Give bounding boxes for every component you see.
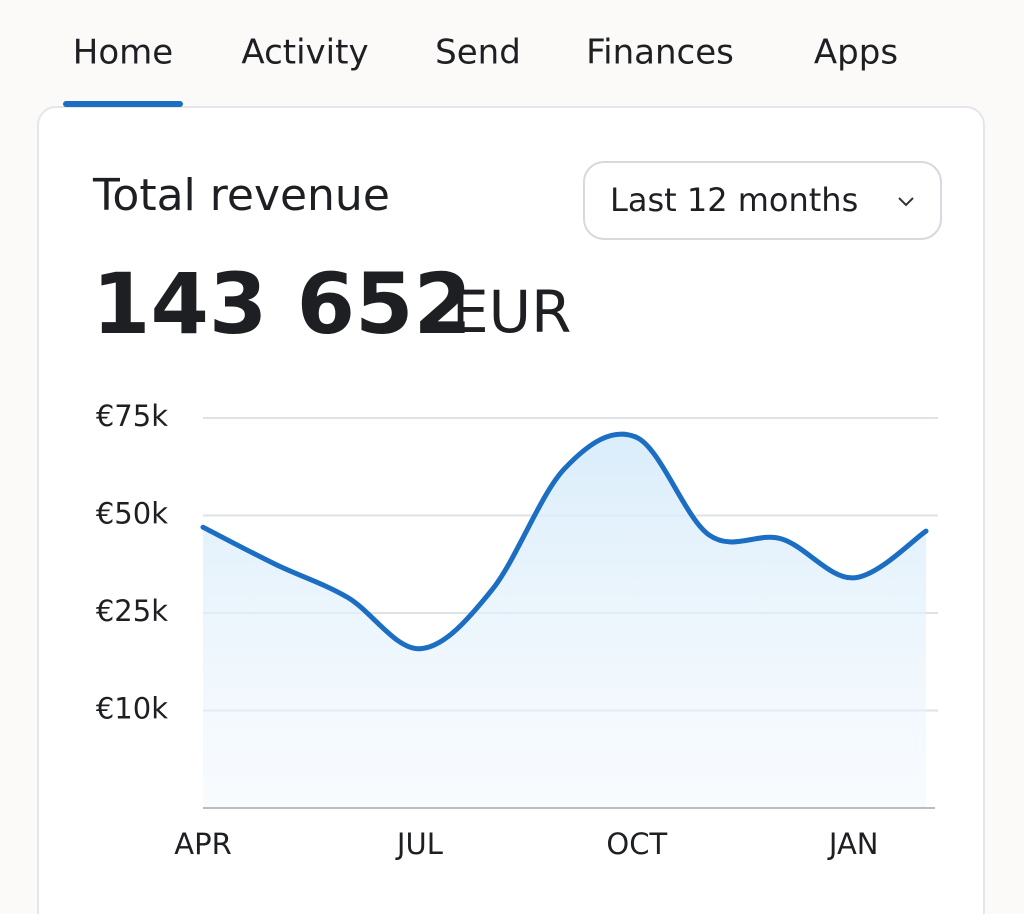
y-tick-label: €75k [96,399,168,433]
active-tab-indicator [63,101,183,107]
chevron[interactable] [898,197,914,207]
y-tick-label: €10k [96,692,168,726]
x-tick-label: JAN [827,827,879,861]
y-tick-label: €25k [96,594,168,628]
total-amount: 143 652 [92,255,472,353]
x-tick-label: APR [174,827,231,861]
x-tick-label: JUL [395,827,443,861]
x-tick-label: OCT [606,827,667,861]
period-dropdown[interactable] [583,161,942,240]
nav-tab[interactable]: Finances [586,33,734,73]
period-label[interactable]: Last 12 months [610,181,858,219]
nav-tab[interactable]: Home [73,33,173,73]
y-tick-label: €50k [96,497,168,531]
total-currency: EUR [452,278,571,346]
area-fill [203,434,926,808]
nav-tab[interactable]: Activity [241,33,368,73]
nav-tab[interactable]: Apps [814,33,898,73]
nav-tab[interactable]: Send [435,33,521,73]
revenue-line [200,431,929,652]
card-title: Total revenue [92,170,390,221]
